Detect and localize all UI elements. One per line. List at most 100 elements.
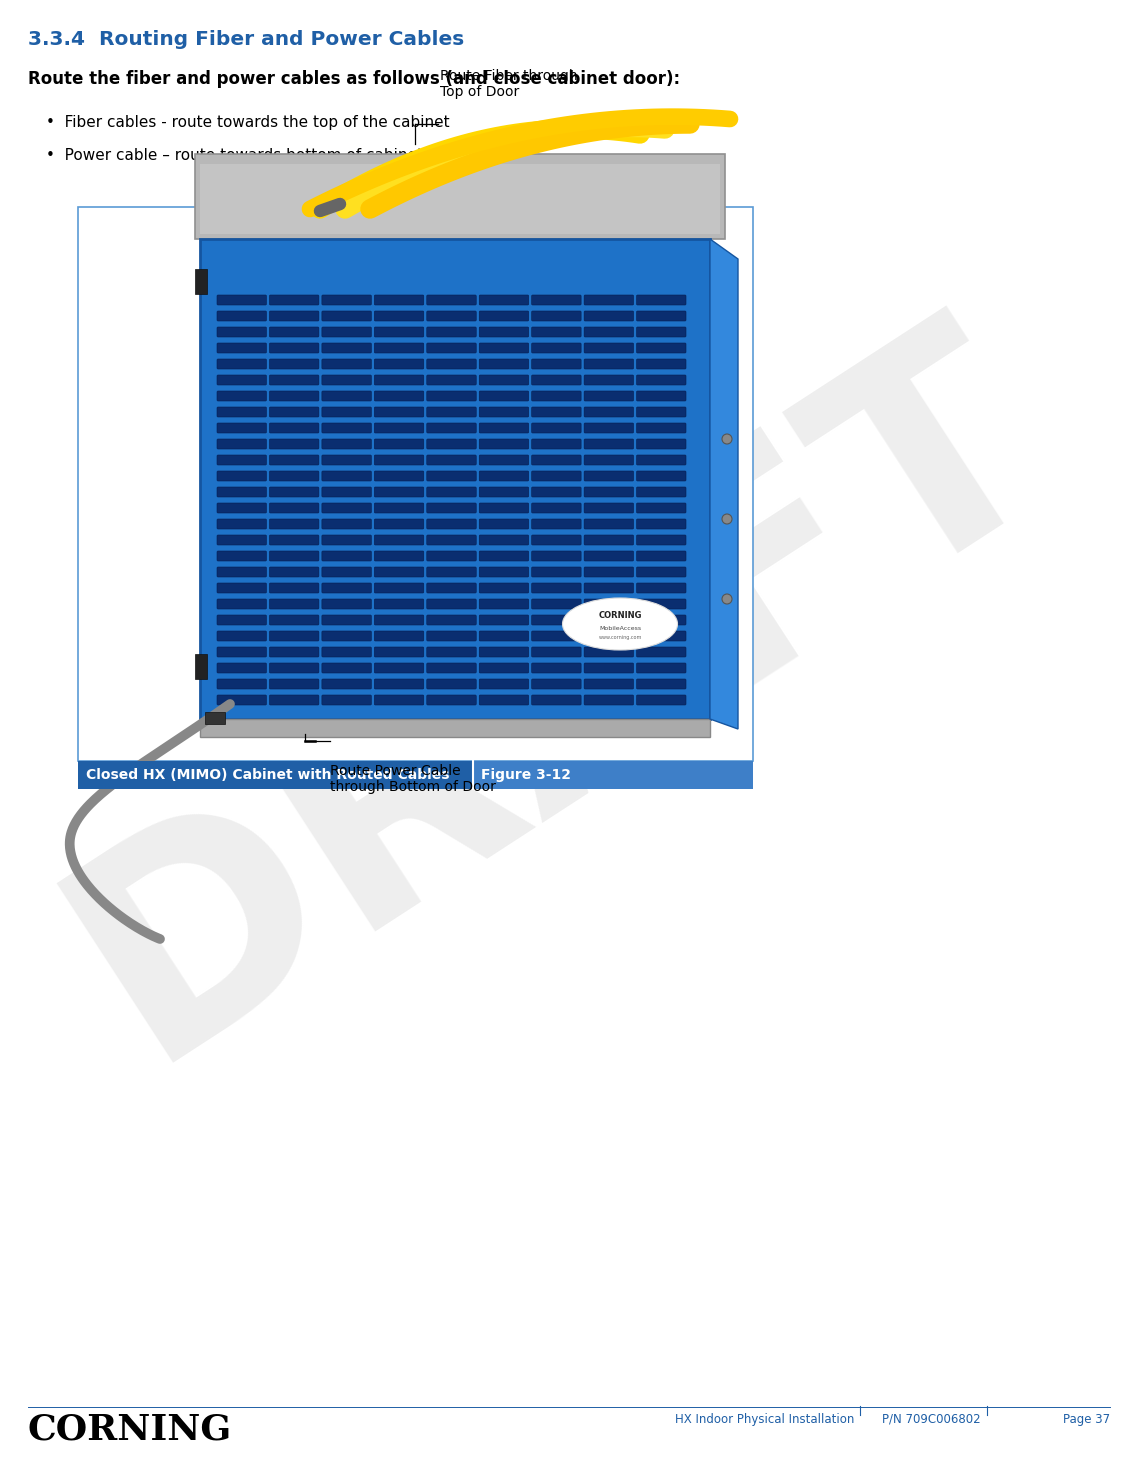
FancyBboxPatch shape <box>479 535 529 544</box>
FancyBboxPatch shape <box>531 423 582 433</box>
FancyBboxPatch shape <box>636 599 686 609</box>
FancyBboxPatch shape <box>584 294 634 305</box>
FancyBboxPatch shape <box>479 583 529 593</box>
FancyBboxPatch shape <box>374 294 423 305</box>
FancyBboxPatch shape <box>636 390 686 401</box>
FancyBboxPatch shape <box>270 535 319 544</box>
FancyBboxPatch shape <box>374 566 423 577</box>
FancyBboxPatch shape <box>322 503 371 513</box>
FancyBboxPatch shape <box>374 646 423 657</box>
Text: •  Fiber cables - route towards the top of the cabinet: • Fiber cables - route towards the top o… <box>46 115 450 130</box>
FancyBboxPatch shape <box>374 535 423 544</box>
FancyBboxPatch shape <box>479 343 529 353</box>
FancyBboxPatch shape <box>374 679 423 689</box>
FancyBboxPatch shape <box>270 503 319 513</box>
FancyBboxPatch shape <box>374 470 423 481</box>
FancyBboxPatch shape <box>322 294 371 305</box>
FancyBboxPatch shape <box>217 535 266 544</box>
Ellipse shape <box>562 598 677 649</box>
FancyBboxPatch shape <box>531 695 582 705</box>
FancyBboxPatch shape <box>217 487 266 497</box>
FancyBboxPatch shape <box>479 519 529 529</box>
FancyBboxPatch shape <box>636 535 686 544</box>
FancyBboxPatch shape <box>479 359 529 368</box>
FancyBboxPatch shape <box>584 311 634 321</box>
FancyBboxPatch shape <box>270 519 319 529</box>
FancyBboxPatch shape <box>636 294 686 305</box>
FancyBboxPatch shape <box>374 343 423 353</box>
FancyBboxPatch shape <box>374 583 423 593</box>
FancyBboxPatch shape <box>270 407 319 417</box>
Circle shape <box>721 515 732 524</box>
FancyBboxPatch shape <box>531 376 582 385</box>
FancyBboxPatch shape <box>322 487 371 497</box>
FancyBboxPatch shape <box>636 519 686 529</box>
FancyBboxPatch shape <box>270 343 319 353</box>
FancyBboxPatch shape <box>427 679 476 689</box>
FancyBboxPatch shape <box>322 535 371 544</box>
FancyBboxPatch shape <box>584 566 634 577</box>
FancyBboxPatch shape <box>270 294 319 305</box>
FancyBboxPatch shape <box>584 359 634 368</box>
FancyBboxPatch shape <box>270 487 319 497</box>
FancyBboxPatch shape <box>531 359 582 368</box>
Bar <box>195 654 207 679</box>
FancyBboxPatch shape <box>584 487 634 497</box>
Text: DRAFT: DRAFT <box>26 284 1095 1115</box>
FancyBboxPatch shape <box>270 646 319 657</box>
FancyBboxPatch shape <box>217 632 266 640</box>
FancyBboxPatch shape <box>270 615 319 626</box>
Text: 3.3.4  Routing Fiber and Power Cables: 3.3.4 Routing Fiber and Power Cables <box>28 30 464 49</box>
FancyBboxPatch shape <box>636 632 686 640</box>
FancyBboxPatch shape <box>217 456 266 464</box>
FancyBboxPatch shape <box>584 552 634 561</box>
FancyBboxPatch shape <box>479 646 529 657</box>
FancyBboxPatch shape <box>322 407 371 417</box>
FancyBboxPatch shape <box>479 503 529 513</box>
FancyBboxPatch shape <box>479 566 529 577</box>
FancyBboxPatch shape <box>374 439 423 450</box>
Text: Route Power Cable
through Bottom of Door: Route Power Cable through Bottom of Door <box>330 765 496 794</box>
FancyBboxPatch shape <box>374 663 423 673</box>
FancyBboxPatch shape <box>479 407 529 417</box>
FancyBboxPatch shape <box>479 663 529 673</box>
FancyBboxPatch shape <box>479 632 529 640</box>
FancyBboxPatch shape <box>217 615 266 626</box>
FancyBboxPatch shape <box>427 343 476 353</box>
FancyBboxPatch shape <box>270 552 319 561</box>
FancyBboxPatch shape <box>322 679 371 689</box>
FancyBboxPatch shape <box>584 679 634 689</box>
FancyBboxPatch shape <box>636 470 686 481</box>
FancyBboxPatch shape <box>217 407 266 417</box>
FancyBboxPatch shape <box>427 566 476 577</box>
FancyBboxPatch shape <box>531 294 582 305</box>
FancyBboxPatch shape <box>479 327 529 337</box>
FancyBboxPatch shape <box>427 487 476 497</box>
FancyBboxPatch shape <box>217 390 266 401</box>
FancyBboxPatch shape <box>374 503 423 513</box>
FancyBboxPatch shape <box>479 552 529 561</box>
FancyBboxPatch shape <box>270 470 319 481</box>
FancyBboxPatch shape <box>322 646 371 657</box>
Text: www.corning.com: www.corning.com <box>599 634 642 639</box>
Bar <box>473 762 753 788</box>
FancyBboxPatch shape <box>322 599 371 609</box>
Text: CORNING: CORNING <box>599 611 642 620</box>
FancyBboxPatch shape <box>322 663 371 673</box>
FancyBboxPatch shape <box>270 583 319 593</box>
FancyBboxPatch shape <box>636 646 686 657</box>
FancyBboxPatch shape <box>584 343 634 353</box>
FancyBboxPatch shape <box>636 407 686 417</box>
FancyBboxPatch shape <box>270 599 319 609</box>
Bar <box>200 240 710 719</box>
FancyBboxPatch shape <box>374 519 423 529</box>
FancyBboxPatch shape <box>217 294 266 305</box>
FancyBboxPatch shape <box>479 695 529 705</box>
FancyBboxPatch shape <box>531 646 582 657</box>
FancyBboxPatch shape <box>479 470 529 481</box>
FancyBboxPatch shape <box>479 311 529 321</box>
FancyBboxPatch shape <box>322 615 371 626</box>
FancyBboxPatch shape <box>584 632 634 640</box>
Text: CORNING: CORNING <box>28 1412 232 1446</box>
FancyBboxPatch shape <box>531 632 582 640</box>
